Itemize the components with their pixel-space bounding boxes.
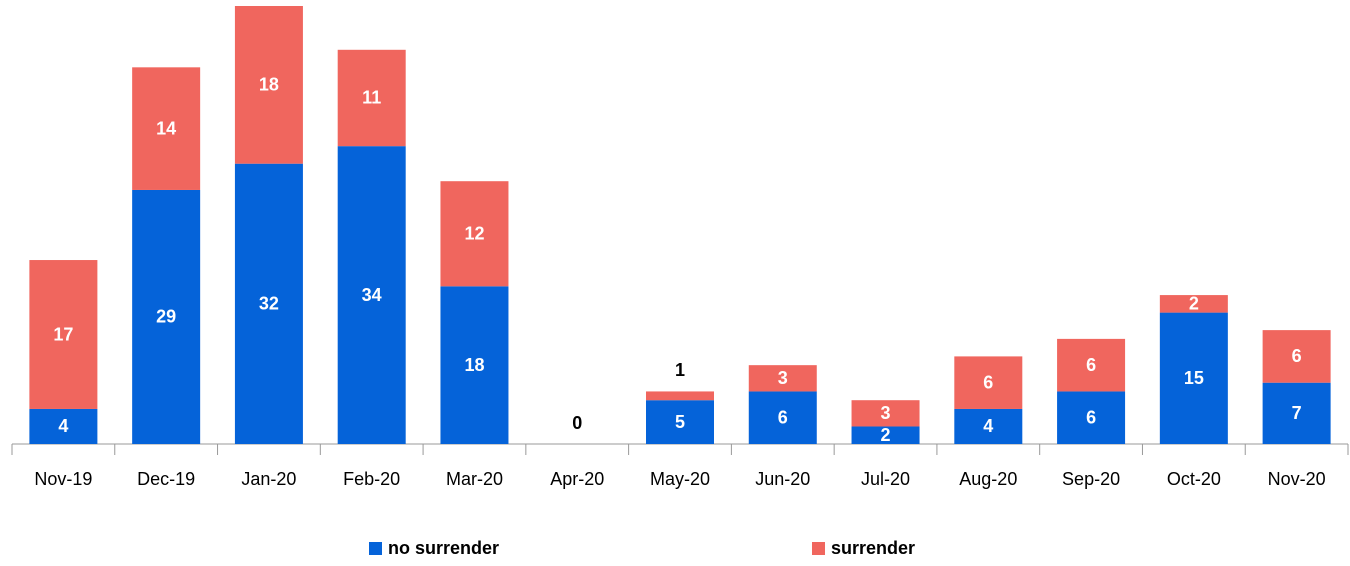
x-tick-label: Mar-20 xyxy=(446,469,503,489)
legend-swatch xyxy=(369,542,382,555)
x-tick-label: Sep-20 xyxy=(1062,469,1120,489)
bar-segment xyxy=(132,189,201,444)
data-label: 6 xyxy=(1292,346,1302,366)
data-label: 2 xyxy=(881,425,891,445)
bar-segment xyxy=(954,356,1023,409)
data-label: 2 xyxy=(1189,294,1199,314)
x-tick-label: Apr-20 xyxy=(550,469,604,489)
bar-segment xyxy=(234,6,303,164)
bar-segment xyxy=(748,391,817,444)
bar-segment xyxy=(234,163,303,444)
data-label: 6 xyxy=(1086,355,1096,375)
x-tick-label: Jun-20 xyxy=(755,469,810,489)
data-label: 34 xyxy=(362,285,382,305)
data-label: 29 xyxy=(156,307,176,327)
data-label: 3 xyxy=(881,403,891,423)
data-label: 11 xyxy=(362,88,381,108)
bar-segment xyxy=(851,426,920,444)
bar-segment xyxy=(646,400,714,444)
x-tick-label: Aug-20 xyxy=(959,469,1017,489)
data-label: 18 xyxy=(464,355,484,375)
data-label: 0 xyxy=(572,413,582,433)
x-tick-label: Oct-20 xyxy=(1167,469,1221,489)
bar-segment xyxy=(440,181,509,287)
bar-segment xyxy=(646,391,714,401)
data-label: 15 xyxy=(1184,368,1204,388)
x-tick-label: Nov-19 xyxy=(34,469,92,489)
bar-segment xyxy=(1057,338,1126,392)
bar-segment xyxy=(29,260,98,409)
data-label: 17 xyxy=(53,324,73,344)
data-label: 6 xyxy=(983,372,993,392)
data-label: 12 xyxy=(464,224,484,244)
data-label: 6 xyxy=(778,407,788,427)
legend-swatch xyxy=(812,542,825,555)
bar-segment xyxy=(1159,312,1228,444)
data-label: 7 xyxy=(1292,403,1302,423)
legend-label: no surrender xyxy=(388,538,499,558)
bar-segment xyxy=(29,408,98,444)
data-label: 5 xyxy=(675,412,685,432)
data-label: 6 xyxy=(1086,407,1096,427)
bar-segment xyxy=(132,67,201,190)
bar-segment xyxy=(337,49,406,147)
data-label: 18 xyxy=(259,75,279,95)
legend-label: surrender xyxy=(831,538,915,558)
bar-segment xyxy=(1159,295,1228,313)
data-label: 4 xyxy=(58,416,68,436)
bar-segment xyxy=(337,146,406,444)
x-tick-label: Feb-20 xyxy=(343,469,400,489)
x-tick-label: May-20 xyxy=(650,469,710,489)
bar-segment xyxy=(1262,330,1331,383)
data-label: 1 xyxy=(675,360,685,380)
data-label: 32 xyxy=(259,294,279,314)
bar-segment xyxy=(954,408,1023,444)
x-tick-label: Dec-19 xyxy=(137,469,195,489)
x-tick-label: Jan-20 xyxy=(241,469,296,489)
bar-segment xyxy=(1262,382,1331,444)
x-tick-label: Nov-20 xyxy=(1268,469,1326,489)
bar-segment xyxy=(440,286,509,444)
x-tick-label: Jul-20 xyxy=(861,469,910,489)
bar-segment xyxy=(748,365,817,392)
bar-segment xyxy=(851,400,920,427)
data-label: 3 xyxy=(778,368,788,388)
bar-segment xyxy=(1057,391,1126,444)
data-label: 14 xyxy=(156,118,176,138)
data-label: 4 xyxy=(983,416,993,436)
